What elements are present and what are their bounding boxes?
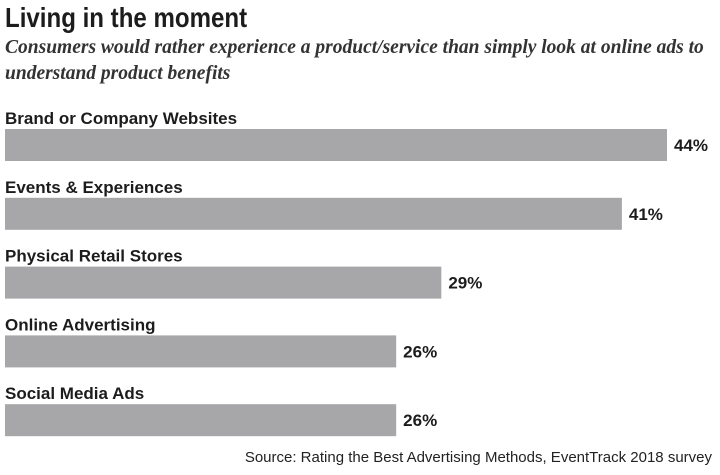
category-label-social-media-ads: Social Media Ads bbox=[5, 384, 144, 403]
value-label-events-experiences: 41% bbox=[629, 205, 663, 224]
category-label-online-advertising: Online Advertising bbox=[5, 315, 156, 334]
chart-subtitle: Consumers would rather experience a prod… bbox=[5, 37, 704, 84]
category-label-brand-or-company-websites: Brand or Company Websites bbox=[5, 109, 237, 128]
category-label-events-experiences: Events & Experiences bbox=[5, 178, 183, 197]
value-label-online-advertising: 26% bbox=[403, 342, 437, 361]
bar-brand-or-company-websites bbox=[5, 129, 667, 161]
value-label-social-media-ads: 26% bbox=[403, 411, 437, 430]
source-note: Source: Rating the Best Advertising Meth… bbox=[244, 449, 712, 466]
value-label-physical-retail-stores: 29% bbox=[448, 274, 482, 293]
bar-online-advertising bbox=[5, 335, 397, 368]
chart-title: Living in the moment bbox=[5, 2, 248, 33]
bar-social-media-ads bbox=[5, 404, 397, 437]
bar-physical-retail-stores bbox=[5, 266, 442, 299]
category-label-physical-retail-stores: Physical Retail Stores bbox=[5, 247, 183, 266]
value-label-brand-or-company-websites: 44% bbox=[674, 136, 708, 155]
bar-events-experiences bbox=[5, 197, 622, 230]
